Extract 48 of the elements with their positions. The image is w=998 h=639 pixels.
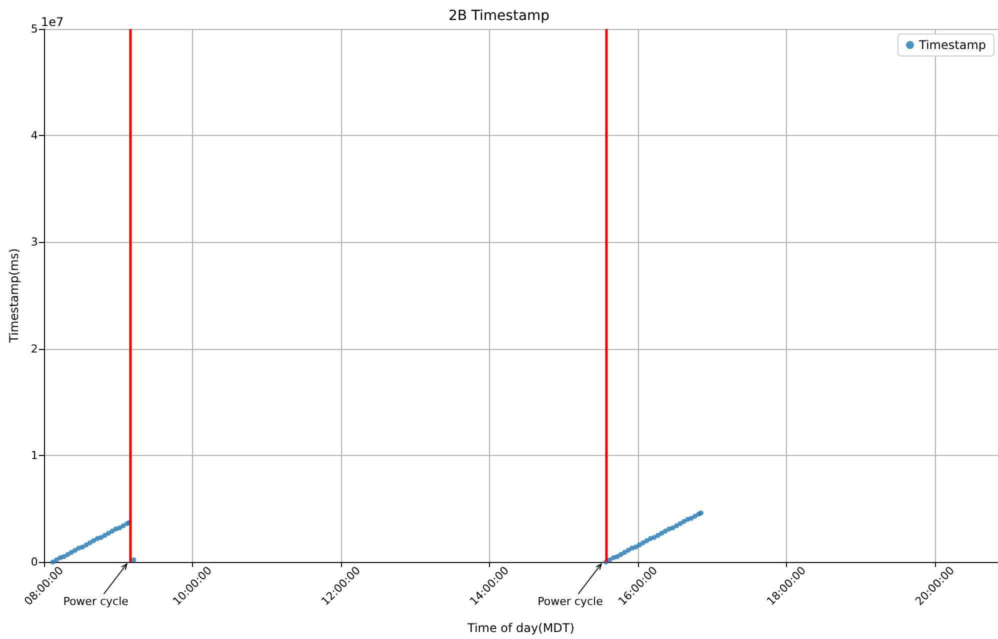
point bbox=[692, 514, 698, 519]
annotation: Power cycle bbox=[63, 595, 129, 608]
point bbox=[678, 521, 683, 526]
y-tick-label: 2 bbox=[30, 342, 38, 356]
x-axis-title: Time of day(MDT) bbox=[466, 621, 574, 635]
point bbox=[652, 534, 657, 540]
point bbox=[698, 510, 704, 516]
legend-label: Timestamp bbox=[918, 38, 986, 52]
point bbox=[102, 532, 108, 538]
point bbox=[87, 540, 92, 546]
point bbox=[65, 552, 70, 558]
y-tick-label: 3 bbox=[30, 236, 38, 249]
point bbox=[644, 538, 650, 544]
point bbox=[106, 530, 111, 536]
point bbox=[117, 525, 122, 530]
point bbox=[640, 540, 646, 546]
point bbox=[655, 532, 660, 538]
point bbox=[659, 530, 664, 536]
y-tick-label: 5 bbox=[30, 22, 38, 36]
point bbox=[54, 557, 60, 562]
y-tick-label: 0 bbox=[30, 556, 38, 568]
point bbox=[91, 538, 96, 544]
y-axis-title: Timestamp(ms) bbox=[7, 248, 21, 344]
point bbox=[614, 554, 620, 560]
point bbox=[688, 516, 694, 521]
point bbox=[636, 542, 642, 548]
point bbox=[50, 560, 56, 564]
point bbox=[622, 550, 628, 555]
y-tick-label: 1 bbox=[30, 448, 38, 462]
point bbox=[98, 534, 104, 540]
text: 1e7 bbox=[41, 15, 64, 29]
point bbox=[72, 548, 78, 553]
point bbox=[670, 525, 676, 530]
point bbox=[84, 542, 89, 548]
point bbox=[618, 552, 624, 558]
chart-title: 2B Timestamp bbox=[448, 8, 550, 24]
annotation: Power cycle bbox=[538, 595, 604, 608]
y-tick-label: 4 bbox=[30, 129, 38, 142]
point bbox=[662, 528, 668, 534]
point bbox=[674, 523, 679, 528]
point bbox=[68, 550, 74, 555]
point bbox=[685, 516, 690, 522]
point bbox=[61, 554, 66, 560]
point bbox=[110, 528, 115, 534]
point bbox=[120, 523, 126, 528]
point bbox=[80, 544, 86, 550]
point bbox=[633, 544, 638, 550]
point bbox=[681, 518, 686, 524]
